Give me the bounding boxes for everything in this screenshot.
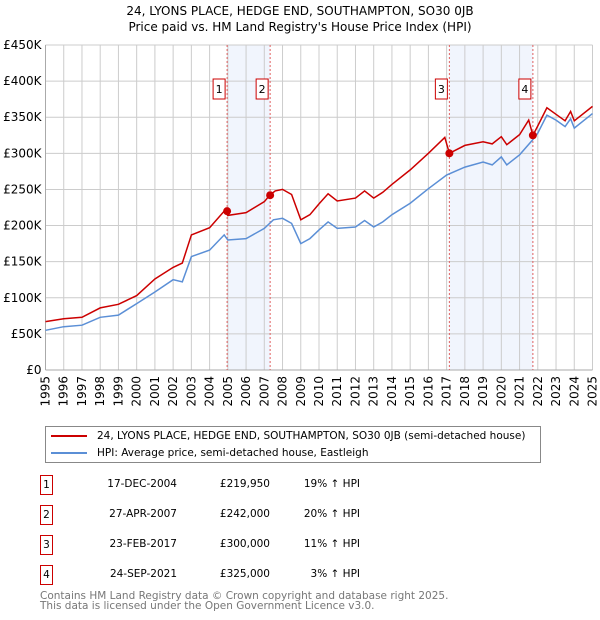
transaction-date: 23-FEB-2017 (109, 538, 177, 550)
x-tick-label: 2021 (513, 376, 527, 407)
x-tick-label: 2022 (531, 376, 545, 407)
footer-copyright: Contains HM Land Registry data © Crown c… (40, 590, 449, 602)
x-tick-label: 1999 (111, 376, 125, 407)
sale-label-box (434, 78, 448, 100)
sale-label-text: 2 (259, 83, 266, 96)
x-tick-label: 1996 (57, 376, 71, 407)
x-tick-label: 2001 (148, 376, 162, 407)
transaction-hpi: 19% ↑ HPI (303, 478, 360, 490)
y-tick-label: £400K (3, 74, 43, 88)
x-tick-label: 2010 (312, 376, 326, 407)
sale-label-box (518, 78, 532, 100)
chart-subtitle: Price paid vs. HM Land Registry's House … (128, 20, 472, 34)
x-tick-label: 2011 (330, 376, 344, 407)
transaction-marker: 4 (40, 565, 53, 585)
y-tick-label: £50K (11, 327, 43, 341)
sale-point (266, 191, 275, 200)
chart-title: 24, LYONS PLACE, HEDGE END, SOUTHAMPTON,… (126, 4, 474, 18)
transaction-date: 17-DEC-2004 (107, 478, 177, 490)
transaction-price: £325,000 (219, 568, 270, 580)
transaction-hpi: 11% ↑ HPI (303, 538, 360, 550)
footer-licence: This data is licensed under the Open Gov… (40, 600, 375, 612)
x-tick-label: 2016 (421, 376, 435, 407)
hpi-line (45, 113, 593, 332)
transaction-hpi: 3% ↑ HPI (307, 568, 360, 580)
sale-label-text: 1 (216, 83, 223, 96)
x-tick-label: 2019 (476, 376, 490, 407)
transaction-row: 4 24-SEP-2021 £325,000 3% ↑ HPI (40, 565, 600, 585)
x-tick-label: 2023 (549, 376, 563, 407)
y-tick-label: £250K (3, 182, 43, 196)
transaction-price: £242,000 (219, 508, 270, 520)
y-tick-label: £350K (3, 110, 43, 124)
sale-point (445, 149, 454, 158)
legend-swatch-blue (51, 452, 87, 454)
x-tick-label: 2004 (203, 376, 217, 407)
x-tick-label: 2009 (294, 376, 308, 407)
transaction-hpi: 20% ↑ HPI (303, 508, 360, 520)
legend-label: HPI: Average price, semi-detached house,… (97, 447, 369, 459)
sale-label-text: 3 (438, 83, 445, 96)
y-tick-label: £450K (3, 38, 43, 52)
transaction-date: 27-APR-2007 (109, 508, 177, 520)
x-tick-label: 2018 (458, 376, 472, 407)
sale-point (223, 207, 232, 216)
y-tick-label: £100K (3, 291, 43, 305)
sale-label-box (212, 78, 226, 100)
x-tick-label: 2013 (367, 376, 381, 407)
transaction-marker: 2 (40, 505, 53, 525)
transaction-price: £300,000 (219, 538, 270, 550)
x-tick-label: 2005 (221, 376, 235, 407)
transaction-row: 2 27-APR-2007 £242,000 20% ↑ HPI (40, 505, 600, 525)
x-tick-label: 2025 (586, 376, 600, 407)
transaction-marker: 1 (40, 475, 53, 495)
transaction-row: 3 23-FEB-2017 £300,000 11% ↑ HPI (40, 535, 600, 555)
x-tick-label: 2014 (385, 376, 399, 407)
x-tick-label: 2000 (130, 376, 144, 407)
sale-marker-label: 4 (518, 78, 532, 100)
legend-item-property: 24, LYONS PLACE, HEDGE END, SOUTHAMPTON,… (46, 428, 525, 444)
legend-item-hpi: HPI: Average price, semi-detached house,… (46, 445, 369, 461)
x-tick-label: 2003 (184, 376, 198, 407)
y-tick-label: £0 (26, 363, 41, 377)
transaction-price: £219,950 (219, 478, 270, 490)
property-price-line (45, 105, 593, 323)
sale-marker-label: 1 (212, 78, 226, 100)
y-tick-label: £300K (3, 146, 43, 160)
x-tick-label: 2015 (403, 376, 417, 407)
transaction-row: 1 17-DEC-2004 £219,950 19% ↑ HPI (40, 475, 600, 495)
x-tick-label: 2012 (348, 376, 362, 407)
x-tick-label: 2002 (166, 376, 180, 407)
x-tick-label: 2006 (239, 376, 253, 407)
sale-marker-label: 2 (255, 78, 269, 100)
x-tick-label: 1997 (75, 376, 89, 407)
sale-label-box (255, 78, 269, 100)
transaction-marker: 3 (40, 535, 53, 555)
legend-swatch-red (51, 435, 87, 437)
sale-point (528, 131, 537, 140)
sale-label-text: 4 (521, 83, 528, 96)
legend-label: 24, LYONS PLACE, HEDGE END, SOUTHAMPTON,… (97, 430, 526, 442)
x-tick-label: 2007 (257, 376, 271, 407)
legend: 24, LYONS PLACE, HEDGE END, SOUTHAMPTON,… (45, 426, 541, 463)
x-tick-label: 2008 (276, 376, 290, 407)
y-tick-label: £200K (3, 219, 43, 233)
x-tick-label: 2024 (567, 376, 581, 407)
sale-marker-label: 3 (434, 78, 448, 100)
x-tick-label: 2017 (440, 376, 454, 407)
x-tick-label: 1998 (93, 376, 107, 407)
x-tick-label: 2020 (494, 376, 508, 407)
transaction-date: 24-SEP-2021 (109, 568, 177, 580)
x-tick-label: 1995 (39, 376, 53, 407)
price-chart: £0 £50K £100K £150K £200K £250K £300K £350K £400… (3, 38, 600, 407)
y-tick-label: £150K (3, 255, 43, 269)
